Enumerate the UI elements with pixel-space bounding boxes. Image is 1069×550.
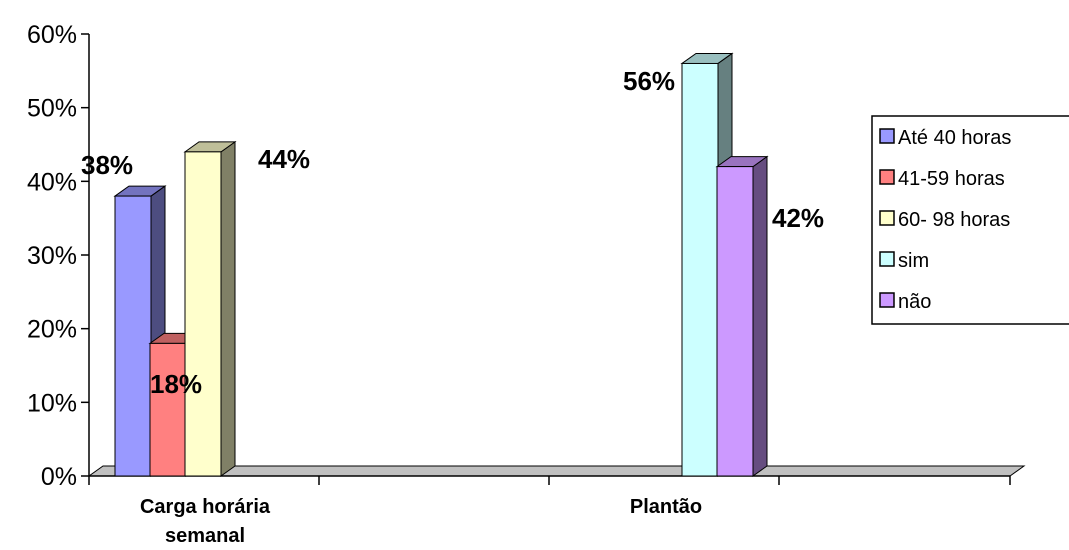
- bar-side: [220, 140, 236, 477]
- legend-label: Até 40 horas: [898, 127, 1011, 149]
- legend-label: sim: [898, 250, 929, 272]
- legend-swatch: [879, 128, 895, 144]
- legend-label: não: [898, 291, 931, 313]
- y-tick-label: 30%: [27, 242, 77, 270]
- legend-swatch: [879, 251, 895, 267]
- x-category-label: Carga horária semanal: [140, 496, 271, 547]
- data-label: 42%: [772, 203, 824, 233]
- legend-label: 60- 98 horas: [898, 209, 1010, 231]
- legend-box: [871, 115, 1069, 325]
- legend-swatch: [879, 292, 895, 308]
- legend-label: 41-59 horas: [898, 168, 1005, 190]
- bar-side: [752, 155, 768, 477]
- y-tick-label: 10%: [27, 389, 77, 417]
- y-tick-label: 40%: [27, 168, 77, 196]
- bar: [183, 140, 237, 477]
- bar-front: [149, 342, 187, 477]
- bar: [715, 155, 769, 477]
- bar-front: [114, 195, 152, 477]
- data-label: 38%: [81, 150, 133, 180]
- y-tick-label: 60%: [27, 21, 77, 49]
- bar-front: [716, 166, 754, 477]
- y-tick-label: 0%: [41, 463, 77, 491]
- legend-swatch: [879, 169, 895, 185]
- bar-front: [184, 151, 222, 477]
- legend-swatch: [879, 210, 895, 226]
- bar-front: [681, 62, 719, 477]
- data-label: 56%: [623, 66, 675, 96]
- y-tick-label: 20%: [27, 316, 77, 344]
- x-category-label: Plantão: [630, 496, 702, 518]
- y-tick-label: 50%: [27, 95, 77, 123]
- data-label: 18%: [150, 369, 202, 399]
- data-label: 44%: [258, 144, 310, 174]
